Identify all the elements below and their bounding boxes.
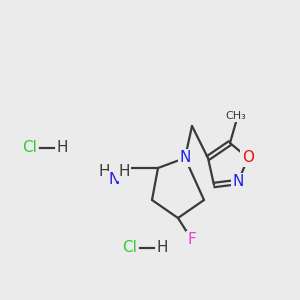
Text: N: N: [232, 175, 244, 190]
Text: Cl: Cl: [123, 241, 137, 256]
Text: H: H: [156, 241, 168, 256]
Text: H: H: [98, 164, 110, 179]
Text: N: N: [179, 151, 191, 166]
Text: N: N: [108, 172, 120, 188]
Text: F: F: [188, 232, 196, 247]
Text: O: O: [242, 151, 254, 166]
Text: H: H: [56, 140, 68, 155]
Text: Cl: Cl: [22, 140, 38, 155]
Text: CH₃: CH₃: [226, 111, 246, 121]
Text: H: H: [118, 164, 130, 179]
